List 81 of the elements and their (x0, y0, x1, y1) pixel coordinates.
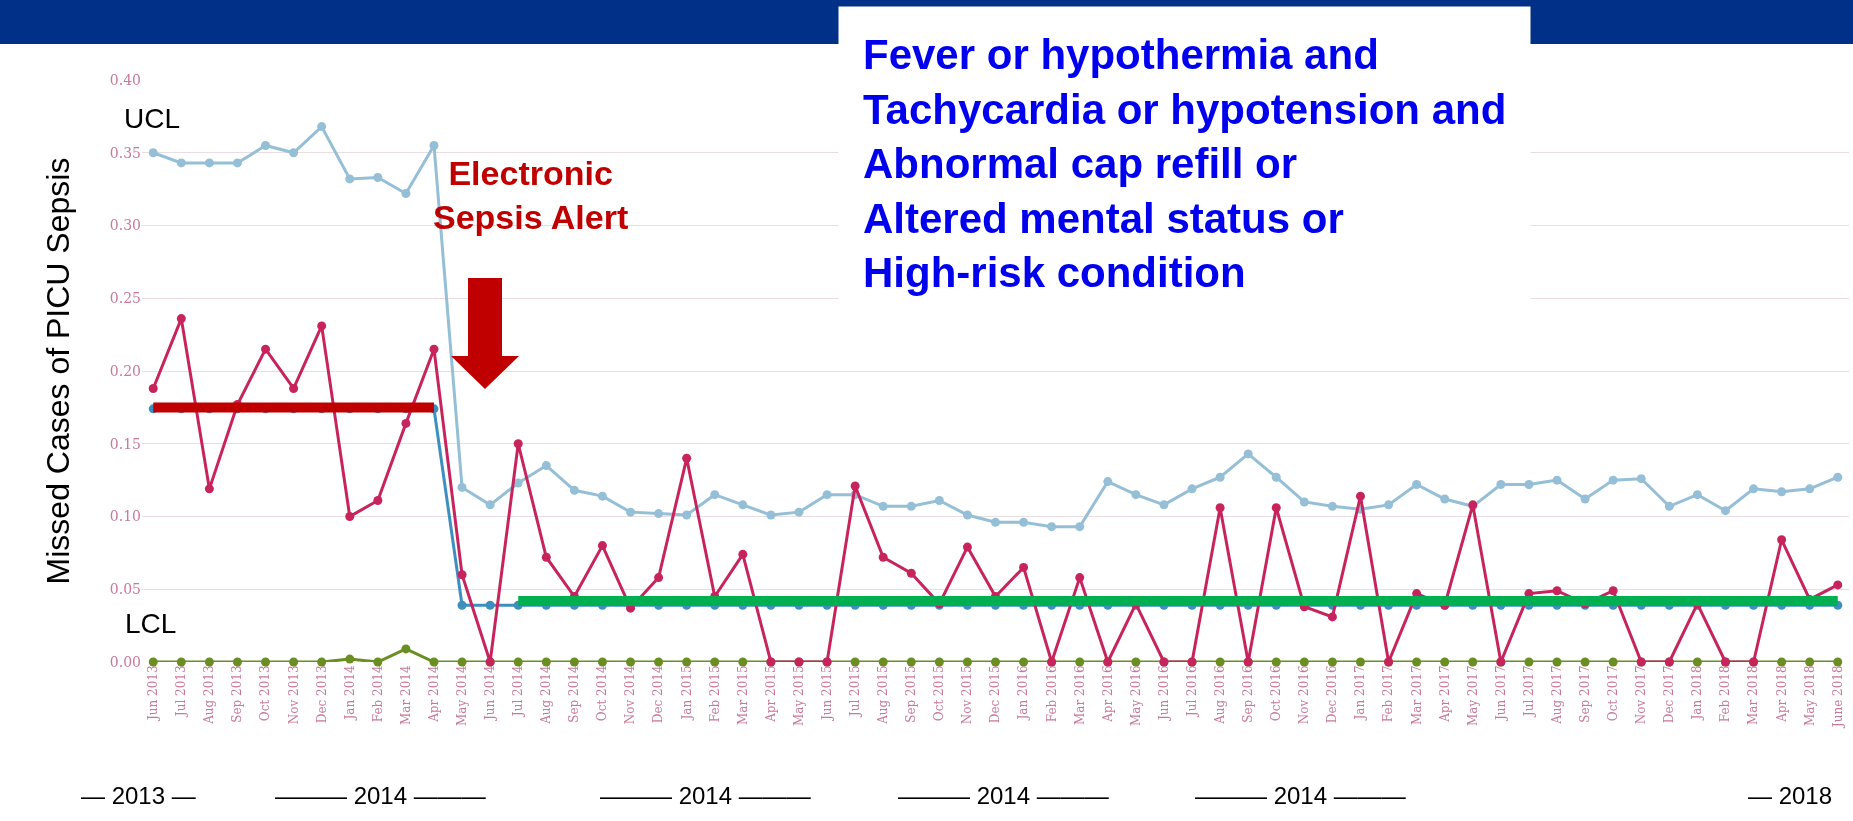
x-tick-label: Feb 2016 (1044, 665, 1059, 723)
x-tick-label: Apr 2017 (1437, 665, 1452, 723)
x-tick-label: Feb 2015 (707, 665, 722, 723)
x-tick-label: Mar 2014 (398, 665, 413, 725)
x-tick-label: Dec 2017 (1662, 665, 1677, 724)
x-tick-label: Jul 2015 (848, 665, 863, 719)
y-tick-label: 0.20 (109, 362, 141, 379)
x-tick-label: Jul 2013 (174, 665, 189, 719)
x-tick-label: Oct 2013 (258, 665, 273, 722)
x-tick-label: Oct 2016 (1269, 665, 1284, 722)
x-tick-label: Sep 2017 (1577, 665, 1592, 723)
y-tick-label: 0.05 (109, 581, 141, 598)
x-tick-label: Sep 2015 (904, 665, 919, 723)
x-tick-label: Mar 2018 (1746, 665, 1761, 725)
text: ——— 2014 ——— (1195, 782, 1406, 809)
x-tick-label: Apr 2015 (763, 665, 778, 723)
x-tick-label: Mar 2017 (1409, 665, 1424, 725)
x-tick-label: Aug 2013 (202, 665, 217, 725)
x-tick-label: Apr 2018 (1774, 665, 1789, 723)
x-tick-label: Apr 2016 (1100, 665, 1115, 723)
x-tick-label: Aug 2014 (539, 665, 554, 725)
y-tick-label: 0.15 (109, 435, 141, 452)
annotation: Fever or hypothermia and Tachycardia or hypotension and Abnormal cap refill or Altered mental status or High-risk condition (863, 31, 1507, 297)
x-tick-label: May 2014 (454, 665, 469, 726)
text: ——— 2014 ——— (898, 782, 1109, 809)
x-tick-label: Jun 2015 (819, 665, 834, 723)
x-tick-label: Feb 2014 (370, 665, 385, 723)
x-tick-label: Jan 2016 (1016, 665, 1031, 722)
x-tick-label: Oct 2015 (932, 665, 947, 722)
x-tick-label: Aug 2015 (876, 665, 891, 725)
text: — 2018 (1748, 782, 1833, 809)
x-tick-label: Nov 2013 (286, 665, 301, 725)
x-tick-label: Nov 2015 (960, 665, 975, 725)
x-tick-label: Nov 2016 (1297, 665, 1312, 725)
y-tick-label: 0.30 (109, 217, 141, 234)
x-tick-label: May 2018 (1802, 665, 1817, 726)
x-tick-label: June 2018 (1830, 665, 1845, 730)
x-tick-label: Sep 2016 (1241, 665, 1256, 723)
annotation: LCL (125, 608, 177, 639)
x-tick-label: May 2016 (1128, 665, 1143, 726)
x-tick-label: Jan 2018 (1690, 665, 1705, 722)
x-tick-label: Mar 2016 (1072, 665, 1087, 725)
x-tick-label: Dec 2016 (1325, 665, 1340, 724)
x-tick-label: Nov 2014 (623, 665, 638, 725)
annotation: UCL (124, 103, 181, 134)
x-tick-label: Mar 2015 (735, 665, 750, 725)
x-tick-label: Dec 2013 (314, 665, 329, 724)
x-tick-label: Apr 2014 (426, 665, 441, 723)
x-tick-label: Sep 2013 (230, 665, 245, 723)
y-tick-label: 0.35 (109, 144, 141, 161)
x-tick-label: Jan 2017 (1353, 665, 1368, 722)
x-tick-label: Jul 2016 (1184, 665, 1199, 719)
x-tick-label: May 2015 (791, 665, 806, 726)
x-tick-label: Dec 2014 (651, 665, 666, 724)
y-tick-label: 0.10 (109, 508, 141, 525)
annotation: Electronic Sepsis Alert (433, 154, 629, 237)
x-tick-label: Jun 2014 (483, 665, 498, 723)
x-tick-label: Jan 2015 (679, 665, 694, 722)
x-tick-label: Feb 2018 (1718, 665, 1733, 723)
x-tick-label: Aug 2016 (1213, 665, 1228, 725)
y-tick-label: 0.25 (109, 290, 141, 307)
x-tick-label: Jul 2017 (1521, 665, 1536, 719)
x-tick-label: Sep 2014 (567, 665, 582, 723)
text: ——— 2014 ——— (600, 782, 811, 809)
x-tick-label: Oct 2017 (1606, 665, 1621, 722)
x-tick-label: Feb 2017 (1381, 665, 1396, 723)
x-tick-label: Jan 2014 (342, 665, 357, 722)
text: — 2013 — (81, 782, 196, 809)
x-tick-label: Aug 2017 (1549, 665, 1564, 725)
x-tick-label: Oct 2014 (595, 665, 610, 722)
x-tick-label: Nov 2017 (1634, 665, 1649, 725)
x-tick-label: May 2017 (1465, 665, 1480, 726)
y-tick-label: 0.00 (109, 653, 141, 670)
text: ——— 2014 ——— (275, 782, 486, 809)
y-tick-label: 0.40 (109, 71, 141, 88)
y-axis-title: Missed Cases of PICU Sepsis (40, 157, 77, 585)
x-tick-label: Dec 2015 (988, 665, 1003, 724)
x-tick-label: Jun 2016 (1156, 665, 1171, 723)
x-tick-label: Jun 2013 (146, 665, 161, 723)
x-tick-label: Jul 2014 (511, 665, 526, 719)
x-tick-label: Jun 2017 (1493, 665, 1508, 723)
